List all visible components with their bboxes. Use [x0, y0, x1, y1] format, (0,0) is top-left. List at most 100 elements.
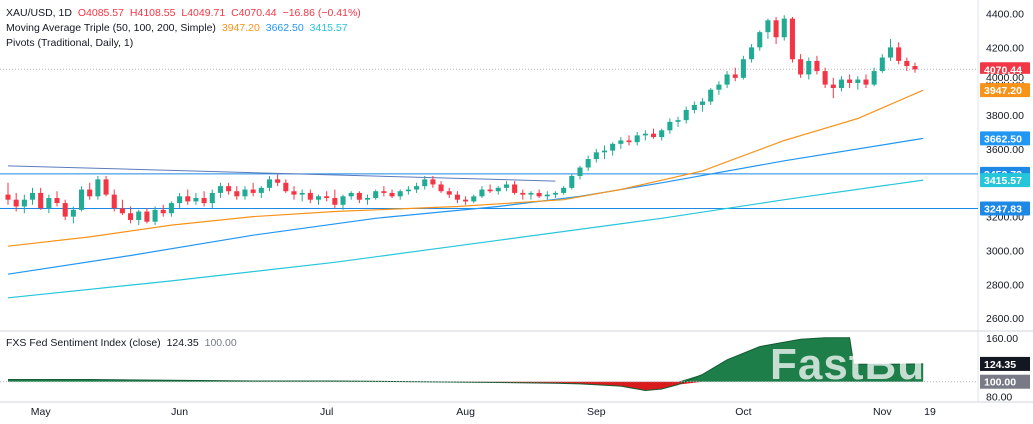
candle[interactable]: [168, 203, 174, 214]
candle[interactable]: [471, 196, 477, 202]
candle[interactable]: [185, 196, 191, 202]
candle[interactable]: [160, 209, 166, 214]
candle[interactable]: [275, 179, 281, 183]
candle[interactable]: [896, 47, 902, 61]
candle[interactable]: [879, 57, 885, 72]
candle[interactable]: [324, 196, 330, 198]
candle[interactable]: [356, 192, 362, 200]
candle[interactable]: [585, 159, 591, 168]
candle[interactable]: [46, 198, 52, 209]
trendline[interactable]: [7, 165, 556, 182]
candle[interactable]: [765, 20, 771, 33]
candle[interactable]: [487, 189, 493, 192]
candle[interactable]: [855, 79, 861, 83]
candle[interactable]: [650, 133, 657, 138]
candle[interactable]: [299, 192, 305, 195]
candle[interactable]: [830, 84, 836, 88]
candle[interactable]: [217, 186, 223, 193]
candle[interactable]: [62, 203, 68, 217]
candle[interactable]: [348, 192, 354, 197]
candle[interactable]: [283, 182, 289, 192]
candle[interactable]: [675, 120, 681, 122]
candle[interactable]: [642, 133, 648, 136]
candle[interactable]: [315, 196, 322, 200]
candle[interactable]: [258, 187, 264, 193]
candle[interactable]: [634, 135, 640, 143]
candle[interactable]: [659, 130, 665, 138]
candle[interactable]: [479, 189, 485, 197]
candle[interactable]: [177, 196, 183, 204]
candle[interactable]: [29, 192, 36, 200]
candle[interactable]: [136, 211, 142, 220]
candle[interactable]: [740, 59, 746, 78]
candle[interactable]: [601, 150, 608, 153]
candle[interactable]: [847, 79, 853, 83]
candle[interactable]: [838, 79, 844, 88]
candle[interactable]: [724, 74, 730, 85]
candle[interactable]: [732, 74, 738, 78]
candle[interactable]: [454, 194, 460, 200]
candle[interactable]: [266, 179, 273, 188]
candle[interactable]: [618, 140, 624, 144]
candle[interactable]: [863, 79, 869, 85]
candle[interactable]: [430, 179, 436, 185]
candle[interactable]: [79, 189, 85, 210]
candle[interactable]: [226, 186, 232, 192]
candle[interactable]: [569, 176, 575, 188]
candle[interactable]: [700, 101, 706, 105]
candle[interactable]: [21, 199, 27, 207]
candle[interactable]: [577, 167, 583, 176]
candle[interactable]: [716, 84, 722, 90]
candle[interactable]: [552, 192, 559, 195]
candle[interactable]: [814, 60, 820, 72]
candle[interactable]: [912, 66, 918, 70]
candle[interactable]: [234, 191, 240, 197]
candle[interactable]: [536, 192, 542, 197]
candle[interactable]: [340, 196, 346, 205]
candle[interactable]: [495, 187, 501, 192]
candle[interactable]: [667, 121, 673, 131]
candle[interactable]: [201, 198, 207, 204]
candle[interactable]: [789, 18, 795, 60]
candle[interactable]: [13, 199, 19, 207]
candle[interactable]: [152, 209, 158, 222]
candle[interactable]: [887, 47, 894, 58]
candle[interactable]: [798, 59, 804, 75]
candle[interactable]: [422, 179, 428, 187]
candle[interactable]: [70, 209, 76, 217]
candle[interactable]: [781, 18, 787, 38]
candle[interactable]: [332, 198, 338, 205]
candle[interactable]: [446, 191, 452, 195]
candle[interactable]: [806, 60, 812, 75]
candle[interactable]: [691, 104, 697, 110]
candle[interactable]: [103, 179, 109, 195]
candle[interactable]: [38, 192, 44, 209]
candle[interactable]: [626, 140, 632, 143]
candle[interactable]: [95, 179, 101, 197]
candle[interactable]: [54, 198, 60, 204]
candle[interactable]: [683, 110, 689, 121]
candle[interactable]: [561, 187, 567, 193]
candle[interactable]: [773, 20, 779, 38]
candle[interactable]: [307, 192, 313, 200]
candle[interactable]: [593, 152, 599, 160]
candle[interactable]: [242, 189, 248, 197]
candle[interactable]: [250, 189, 256, 193]
candle[interactable]: [904, 60, 910, 66]
candle[interactable]: [871, 71, 877, 85]
candle[interactable]: [128, 213, 134, 220]
candle[interactable]: [291, 191, 297, 195]
candle[interactable]: [111, 194, 117, 209]
candle[interactable]: [757, 32, 763, 48]
candle[interactable]: [414, 186, 420, 190]
candle[interactable]: [364, 198, 371, 200]
candle[interactable]: [749, 47, 755, 60]
candle[interactable]: [528, 192, 534, 195]
candle[interactable]: [708, 89, 714, 102]
candle[interactable]: [144, 211, 150, 222]
candle[interactable]: [397, 191, 403, 197]
candle[interactable]: [503, 184, 509, 188]
candle[interactable]: [389, 192, 395, 197]
candle[interactable]: [119, 208, 125, 214]
